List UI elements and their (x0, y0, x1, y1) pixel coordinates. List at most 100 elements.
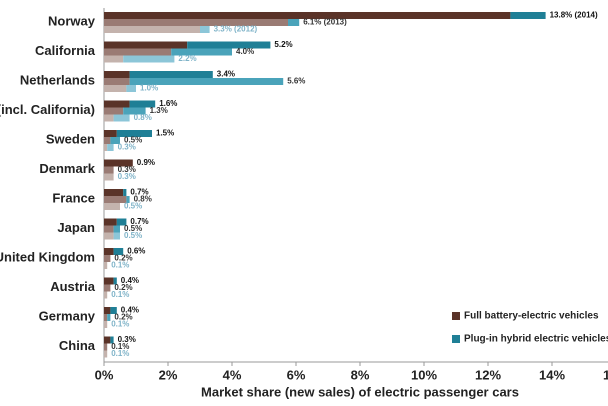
total-label: 0.6% (127, 247, 145, 256)
category-label: California (35, 43, 96, 58)
phev-bar (510, 12, 546, 19)
phev-bar (126, 85, 136, 92)
total-label: 4.0% (236, 47, 254, 56)
total-label: 0.8% (134, 195, 152, 204)
x-tick-label: 12% (475, 367, 501, 382)
total-label: 0.2% (114, 283, 132, 292)
bev-bar (104, 232, 114, 240)
total-label: 1.0% (140, 84, 158, 93)
phev-bar (113, 277, 117, 285)
phev-bar (129, 78, 284, 85)
x-tick-label: 10% (411, 367, 437, 382)
bev-bar (104, 291, 108, 299)
x-tick-label: 6% (287, 367, 306, 382)
bev-bar (104, 71, 130, 78)
category-label: Netherlands (20, 72, 95, 87)
x-tick-label: 4% (223, 367, 242, 382)
bev-bar (104, 225, 114, 233)
bev-bar (104, 336, 111, 344)
phev-bar (123, 189, 127, 196)
bev-bar (104, 255, 111, 262)
bev-bar (104, 41, 188, 49)
bev-bar (104, 166, 114, 174)
phev-bar (171, 48, 232, 56)
bev-bar (104, 12, 511, 19)
total-label: 6.1% (2013) (303, 18, 347, 27)
bev-bar (104, 196, 127, 203)
bev-bar (104, 189, 124, 196)
total-label: 0.4% (121, 276, 139, 285)
bev-bar (104, 114, 114, 122)
phev-bar (187, 41, 271, 49)
legend-label: Full battery-electric vehicles (464, 311, 599, 322)
total-label: 0.1% (111, 342, 129, 351)
bev-bar (104, 100, 130, 108)
phev-bar (113, 232, 120, 240)
bev-bar (104, 314, 108, 321)
bev-bar (104, 55, 124, 63)
phev-bar (129, 100, 156, 108)
legend-swatch (452, 312, 460, 320)
total-label: 5.2% (274, 40, 292, 49)
bev-bar (104, 277, 114, 285)
phev-bar (113, 225, 120, 233)
phev-bar (116, 130, 152, 137)
bev-bar (104, 19, 288, 26)
total-label: 0.1% (111, 261, 129, 270)
bev-bar (104, 159, 133, 167)
category-label: Japan (57, 220, 95, 235)
category-label: France (52, 190, 95, 205)
total-label: 0.5% (124, 231, 142, 240)
bev-bar (104, 173, 114, 181)
x-tick-label: 8% (351, 367, 370, 382)
x-tick-label: 16% (603, 367, 608, 382)
bev-bar (104, 248, 114, 255)
legend-swatch (452, 335, 460, 343)
bev-bar (104, 107, 124, 115)
total-label: 0.3% (118, 143, 136, 152)
bev-bar (104, 321, 108, 328)
bev-bar (104, 48, 172, 56)
total-label: 0.5% (124, 136, 142, 145)
bev-bar (104, 78, 130, 85)
total-label: 0.2% (114, 254, 132, 263)
total-label: 0.3% (118, 165, 136, 174)
bev-bar (104, 284, 111, 292)
total-label: 0.8% (134, 113, 152, 122)
phev-bar (107, 144, 114, 151)
bev-bar (104, 218, 117, 226)
phev-bar (110, 137, 120, 144)
total-label: 2.2% (178, 54, 196, 63)
category-label: Norway (48, 13, 96, 28)
bev-bar (104, 85, 127, 92)
phev-bar (200, 26, 210, 33)
total-label: 0.9% (137, 158, 155, 167)
phev-bar (110, 307, 117, 314)
x-axis-title: Market share (new sales) of electric pas… (201, 384, 519, 399)
total-label: 0.1% (111, 290, 129, 299)
bev-bar (104, 26, 200, 33)
x-tick-label: 14% (539, 367, 565, 382)
phev-bar (129, 71, 213, 78)
total-label: 0.1% (111, 349, 129, 358)
bev-bar (104, 350, 108, 358)
total-label: 1.5% (156, 129, 174, 138)
legend-label: Plug-in hybrid electric vehicles (464, 334, 608, 345)
total-label: 3.3% (2012) (214, 25, 258, 34)
total-label: 0.5% (124, 224, 142, 233)
bev-bar (104, 343, 108, 351)
total-label: 3.4% (217, 70, 235, 79)
total-label: 0.2% (114, 313, 132, 322)
bev-bar (104, 137, 111, 144)
bev-bar (104, 203, 120, 210)
total-label: 0.7% (130, 217, 148, 226)
bev-bar (104, 262, 108, 269)
x-tick-label: 0% (95, 367, 114, 382)
category-label: China (59, 338, 96, 353)
bev-bar (104, 130, 117, 137)
phev-bar (123, 55, 175, 63)
category-label: Denmark (39, 161, 95, 176)
phev-bar (107, 314, 111, 321)
category-label: Germany (39, 308, 96, 323)
